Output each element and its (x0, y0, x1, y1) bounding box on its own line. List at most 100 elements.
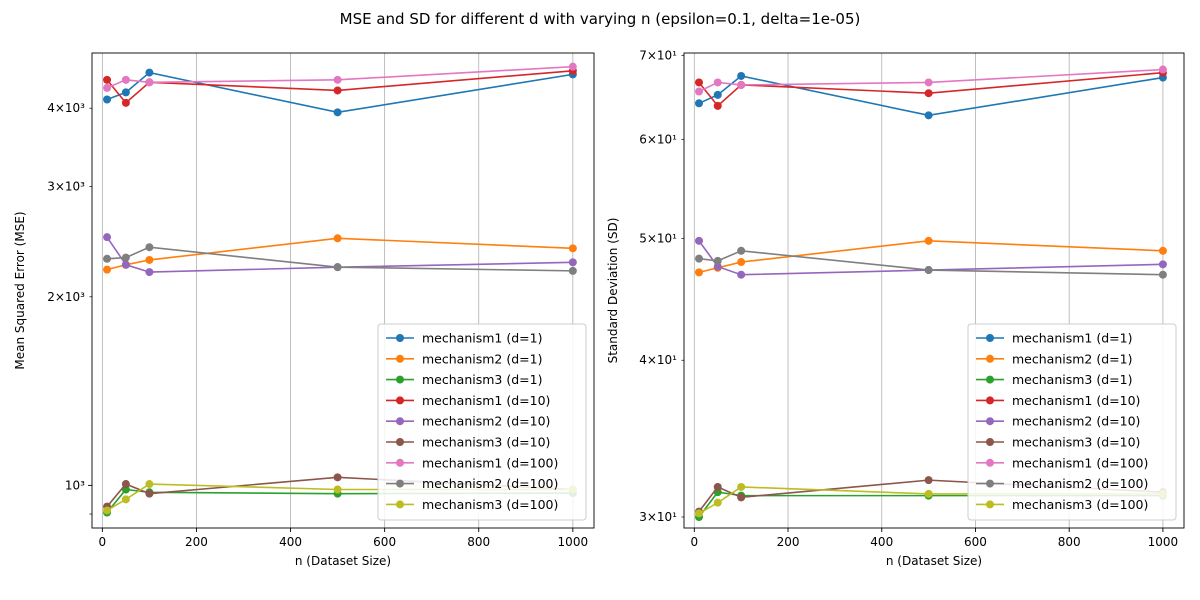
data-point (924, 78, 933, 87)
data-point (145, 68, 154, 77)
y-tick-label: 10³ (65, 478, 85, 492)
legend-marker (986, 500, 994, 509)
legend-marker (396, 334, 404, 342)
legend-entry-label: mechanism3 (d=10) (1012, 435, 1140, 450)
data-point (568, 266, 577, 275)
x-tick-label: 800 (467, 535, 490, 549)
x-tick-label: 0 (99, 535, 107, 549)
legend-entry-label: mechanism2 (d=1) (422, 351, 542, 366)
data-point (694, 254, 703, 263)
legend-entry-label: mechanism1 (d=1) (422, 331, 542, 346)
axes-frame (683, 52, 1185, 529)
data-point (333, 473, 342, 482)
data-point (145, 78, 154, 87)
x-axis-label: n (Dataset Size) (295, 554, 391, 568)
data-point (737, 246, 746, 255)
data-point (103, 95, 112, 104)
data-point (103, 506, 112, 515)
legend-entry-label: mechanism3 (d=1) (422, 372, 542, 387)
y-tick-label: 4×10³ (47, 101, 85, 115)
data-point (1158, 260, 1167, 269)
x-tick-label: 400 (279, 535, 302, 549)
data-point (103, 254, 112, 263)
data-point (713, 256, 722, 265)
data-point (121, 480, 130, 489)
legend-entry-label: mechanism1 (d=1) (1012, 331, 1132, 346)
data-point (145, 480, 154, 489)
figure-title: MSE and SD for different d with varying … (340, 10, 861, 28)
data-point (333, 86, 342, 95)
data-point (121, 75, 130, 84)
data-point (713, 482, 722, 491)
x-axis-label: n (Dataset Size) (886, 554, 982, 568)
data-point (737, 80, 746, 89)
axes-frame (91, 52, 595, 529)
legend-entry-label: mechanism3 (d=100) (1012, 497, 1148, 512)
legend-marker (986, 334, 994, 342)
data-point (694, 99, 703, 108)
x-tick-label: 800 (1058, 535, 1081, 549)
legend-entry-label: mechanism2 (d=1) (1012, 351, 1132, 366)
legend-entry-label: mechanism1 (d=10) (422, 393, 550, 408)
data-point (121, 88, 130, 97)
legend-marker (396, 396, 404, 405)
data-point (694, 78, 703, 87)
data-point (694, 509, 703, 518)
y-tick-label: 6×10¹ (639, 132, 677, 146)
legend-marker (986, 479, 994, 488)
data-point (333, 234, 342, 243)
legend-marker (396, 417, 404, 426)
legend-entry-label: mechanism2 (d=10) (422, 414, 550, 429)
data-point (924, 111, 933, 120)
legend-entry-label: mechanism2 (d=10) (1012, 414, 1140, 429)
data-point (694, 236, 703, 245)
data-point (713, 498, 722, 507)
data-point (568, 258, 577, 267)
y-tick-label: 4×10¹ (639, 353, 677, 367)
legend-entry-label: mechanism1 (d=100) (422, 455, 558, 470)
legend-entry-label: mechanism2 (d=100) (1012, 476, 1148, 491)
mse-plot: 0 200 400 600 800 1000 10³ 2×10³ 3×10³ 4×10³ n (Da… (13, 52, 595, 568)
data-point (121, 98, 130, 107)
data-point (713, 262, 722, 271)
y-tick-label: 5×10¹ (639, 232, 677, 246)
legend-marker (396, 375, 404, 384)
data-point (737, 258, 746, 267)
data-point (333, 108, 342, 117)
legend-marker (396, 438, 404, 446)
legend-marker (396, 354, 404, 363)
data-point (145, 255, 154, 264)
data-point (694, 268, 703, 277)
data-point (145, 268, 154, 277)
legend-entry-label: mechanism3 (d=10) (422, 435, 550, 450)
legend-entry-label: mechanism2 (d=100) (422, 476, 558, 491)
legend-marker (986, 375, 994, 384)
y-tick-label: 3×10¹ (639, 510, 677, 524)
legend-marker (986, 438, 994, 446)
x-tick-label: 200 (777, 535, 800, 549)
x-tick-label: 200 (185, 535, 208, 549)
legend-box (967, 323, 1177, 521)
legend-marker (396, 458, 404, 467)
data-point (713, 90, 722, 99)
y-axis-label: Mean Squared Error (MSE) (13, 211, 27, 369)
legend-marker (986, 458, 994, 467)
legend-entry-label: mechanism3 (d=100) (422, 497, 558, 512)
data-point (333, 75, 342, 84)
y-tick-label: 7×10¹ (639, 48, 677, 62)
data-point (103, 233, 112, 242)
legend-marker (986, 417, 994, 426)
data-point (924, 236, 933, 245)
x-tick-label: 0 (690, 535, 698, 549)
data-point (924, 89, 933, 98)
data-point (737, 482, 746, 491)
legend-marker (396, 500, 404, 509)
legend-entry-label: mechanism1 (d=100) (1012, 455, 1148, 470)
data-point (1158, 246, 1167, 255)
data-point (103, 83, 112, 92)
data-point (713, 78, 722, 87)
x-tick-label: 1000 (1148, 535, 1179, 549)
data-point (121, 253, 130, 262)
series-line (106, 69, 573, 104)
legend-box (377, 323, 587, 521)
